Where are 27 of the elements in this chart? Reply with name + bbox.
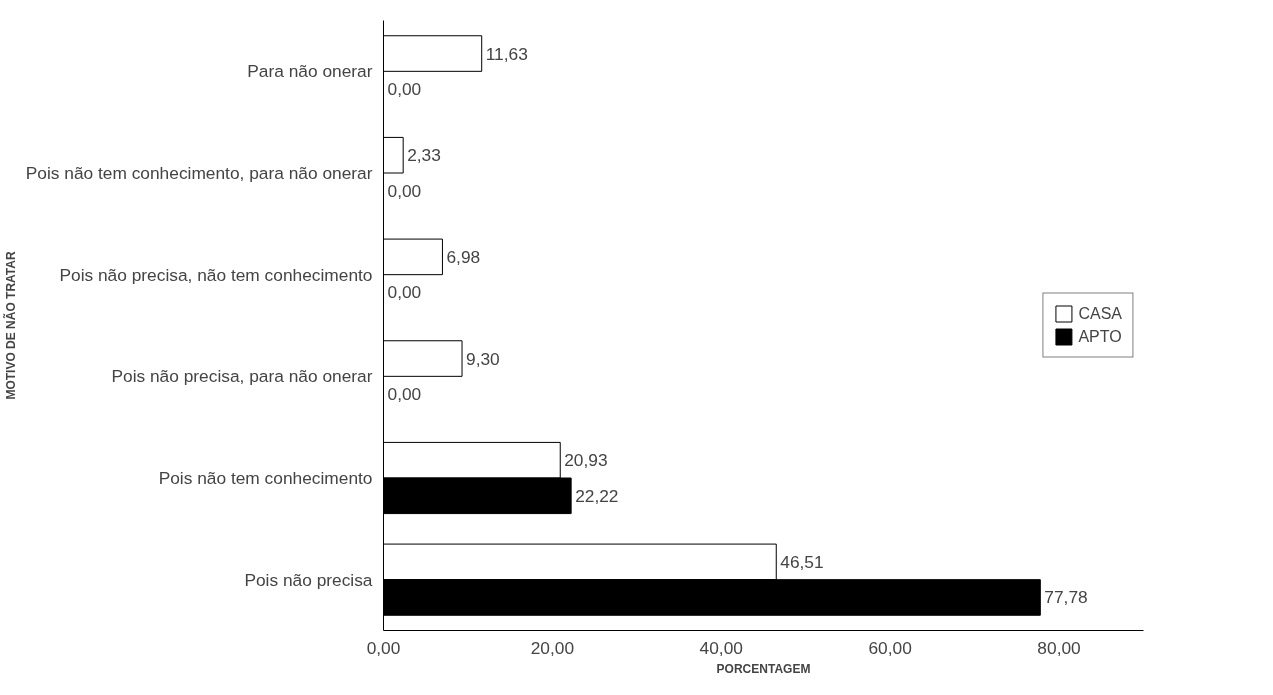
data-label: 0,00 [387, 79, 422, 100]
legend-label: APTO [1078, 327, 1122, 346]
x-tick-label: 80,00 [1037, 637, 1081, 658]
y-tick-label: Pois não precisa, não tem conhecimento [59, 264, 373, 285]
data-label: 20,93 [564, 450, 608, 471]
y-axis-title: MOTIVO DE NÃO TRATAR [2, 251, 18, 400]
data-label: 11,63 [485, 43, 528, 64]
data-label: 22,22 [575, 485, 619, 506]
y-tick-label: Pois não precisa, para não onerar [111, 366, 373, 387]
data-label: 0,00 [387, 180, 422, 201]
y-tick-label: Pois não tem conhecimento [158, 468, 373, 488]
data-label: 6,98 [446, 246, 481, 267]
x-tick-label: 40,00 [699, 637, 743, 658]
data-label: 0,00 [387, 282, 422, 303]
x-tick-label: 20,00 [530, 637, 575, 658]
data-label: 77,78 [1044, 587, 1088, 608]
y-tick-label: Pois não precisa [244, 569, 373, 590]
x-axis-title: PORCENTAGEM [716, 661, 811, 676]
data-label: 9,30 [466, 348, 500, 369]
data-label: 0,00 [387, 384, 422, 405]
y-tick-label: Para não onerar [247, 61, 373, 82]
x-tick-label: 0,00 [366, 637, 401, 658]
y-tick-label: Pois não tem conhecimento, para não onerar [25, 163, 373, 183]
data-label: 46,51 [780, 551, 824, 572]
data-label: 2,33 [407, 145, 441, 166]
x-tick-label: 60,00 [868, 637, 912, 658]
legend-label: CASA [1078, 304, 1122, 323]
